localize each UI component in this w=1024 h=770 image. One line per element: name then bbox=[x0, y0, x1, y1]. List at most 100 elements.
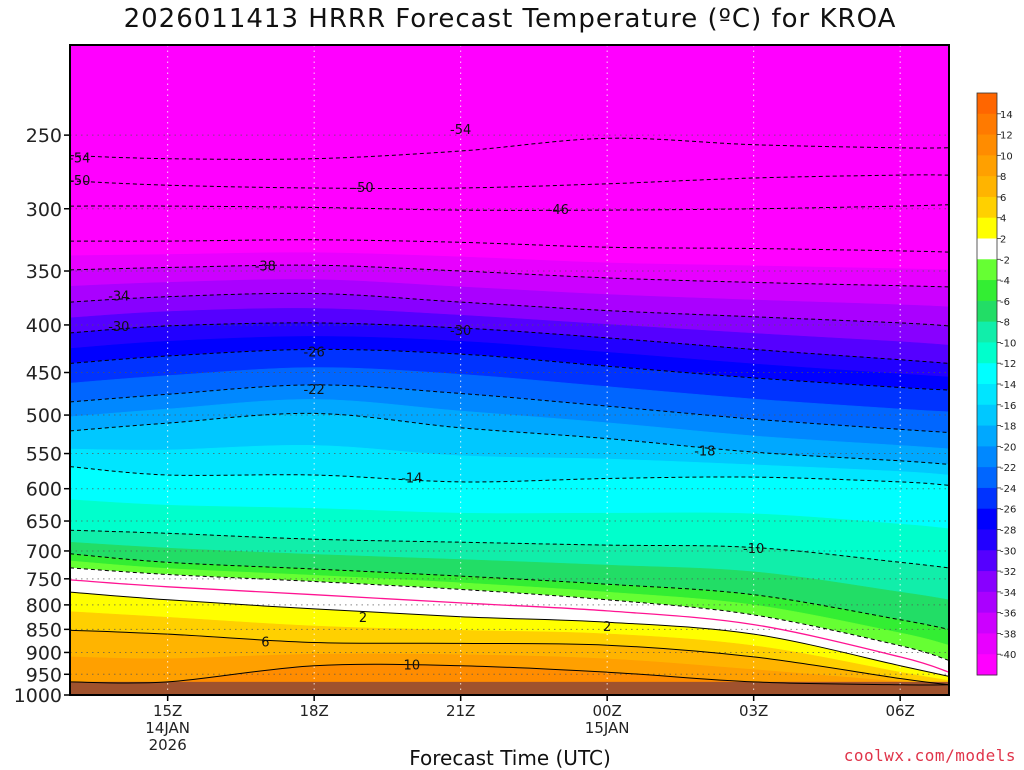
colorbar-swatch bbox=[977, 384, 997, 406]
ground-fill bbox=[70, 681, 949, 695]
y-tick-label: 250 bbox=[26, 125, 62, 147]
colorbar-swatch bbox=[977, 321, 997, 343]
colorbar-label: 2 bbox=[1000, 235, 1006, 246]
colorbar-label: -8 bbox=[1000, 318, 1010, 329]
x-tick-label: 15Z bbox=[153, 702, 182, 720]
contour-label: -50 bbox=[352, 181, 373, 196]
contour-label: 2 bbox=[603, 620, 611, 635]
contour-label: -14 bbox=[401, 471, 422, 486]
colorbar-swatch bbox=[977, 363, 997, 385]
colorbar-swatch bbox=[977, 196, 997, 219]
colorbar-label: -32 bbox=[1000, 567, 1016, 578]
colorbar-label: -12 bbox=[1000, 359, 1016, 370]
colorbar-label: -4 bbox=[1000, 276, 1010, 287]
isotherm-6 bbox=[70, 629, 949, 686]
contour-label: 10 bbox=[404, 659, 421, 674]
isotherm--50 bbox=[70, 174, 949, 189]
colorbar-swatch bbox=[977, 113, 997, 136]
colorbar-label: -22 bbox=[1000, 463, 1016, 474]
colorbar-swatch bbox=[977, 487, 997, 510]
y-tick-label: 850 bbox=[26, 619, 62, 641]
contour-label: -10 bbox=[743, 542, 764, 557]
colorbar-swatch bbox=[977, 508, 997, 530]
colorbar-swatch bbox=[977, 93, 997, 115]
isotherm-0 bbox=[70, 579, 949, 673]
colorbar-swatch bbox=[977, 300, 997, 323]
contour-label: -54 bbox=[450, 123, 471, 138]
colorbar-swatch bbox=[977, 591, 997, 614]
y-tick-label: 800 bbox=[26, 595, 62, 617]
contour-label: -46 bbox=[548, 203, 569, 218]
colorbar-label: 14 bbox=[1000, 110, 1013, 121]
contour-label: -22 bbox=[304, 383, 325, 398]
colorbar-label: 10 bbox=[1000, 151, 1013, 162]
grid-lines bbox=[70, 45, 949, 695]
colorbar-swatch bbox=[977, 633, 997, 655]
temperature-bands bbox=[70, 45, 949, 695]
colorbar-label: -34 bbox=[1000, 588, 1016, 599]
isotherm--10 bbox=[70, 529, 949, 569]
y-tick-label: 900 bbox=[26, 642, 62, 664]
y-tick-label: 300 bbox=[26, 199, 62, 221]
y-tick-label: 750 bbox=[26, 569, 62, 591]
colorbar-label: -28 bbox=[1000, 526, 1016, 537]
colorbar-swatch bbox=[977, 612, 997, 634]
x-tick-label: 14JAN bbox=[145, 719, 190, 737]
contour-label: 2 bbox=[359, 611, 367, 626]
contour-label: -38 bbox=[255, 259, 276, 274]
colorbar-swatch bbox=[977, 654, 997, 676]
x-tick-label: 06Z bbox=[885, 702, 914, 720]
colorbar-swatch bbox=[977, 176, 997, 198]
source-credit: coolwx.com/models bbox=[843, 746, 1016, 765]
y-tick-label: 400 bbox=[26, 315, 62, 337]
colorbar-label: -18 bbox=[1000, 422, 1016, 433]
contour-label: -30 bbox=[450, 324, 471, 339]
y-tick-label: 650 bbox=[26, 511, 62, 533]
isotherm-lines bbox=[70, 137, 949, 686]
isotherm-2 bbox=[70, 591, 949, 677]
colorbar-swatch bbox=[977, 425, 997, 447]
x-tick-label: 03Z bbox=[739, 702, 768, 720]
y-tick-label: 950 bbox=[26, 664, 62, 686]
colorbar-label: -10 bbox=[1000, 338, 1016, 349]
plot-frame bbox=[69, 44, 950, 696]
contour-label: -54 bbox=[69, 152, 90, 167]
colorbar-label: -2 bbox=[1000, 255, 1010, 266]
colorbar-swatch bbox=[977, 446, 997, 468]
freezing-line bbox=[70, 579, 949, 673]
y-tick-label: 700 bbox=[26, 541, 62, 563]
y-tick-label: 450 bbox=[26, 363, 62, 385]
y-tick-label: 1000 bbox=[14, 685, 62, 707]
colorbar-label: 8 bbox=[1000, 172, 1006, 183]
contour-label: 6 bbox=[261, 635, 269, 650]
isotherm--46 bbox=[70, 204, 949, 211]
isotherm--42 bbox=[70, 239, 949, 253]
isotherm--54 bbox=[70, 137, 949, 160]
x-tick-label: 2026 bbox=[149, 736, 187, 754]
x-tick-label: 15JAN bbox=[585, 719, 630, 737]
colorbar-swatch bbox=[977, 342, 997, 364]
colorbar-swatch bbox=[977, 467, 997, 489]
colorbar-swatch bbox=[977, 529, 997, 551]
colorbar-label: -30 bbox=[1000, 546, 1016, 557]
colorbar-label: 12 bbox=[1000, 131, 1013, 142]
colorbar: 14 12 10 8 6 4 2 -2 -4 -6 -8 -10 -12 -14 -16 -18 -20 -22 -… bbox=[976, 92, 1016, 676]
contour-label: -30 bbox=[108, 320, 129, 335]
colorbar-label: -14 bbox=[1000, 380, 1016, 391]
ground-rect bbox=[70, 681, 949, 695]
plot-area: -54 -54 -50 -50 -46 -38 -34 -30 -30 -26 -22 -18 -14 -… bbox=[69, 45, 949, 695]
isotherm--30 bbox=[70, 322, 949, 364]
contour-label: -18 bbox=[694, 444, 715, 459]
colorbar-label: -16 bbox=[1000, 401, 1016, 412]
colorbar-label: 4 bbox=[1000, 214, 1006, 225]
colorbar-label: -40 bbox=[1000, 650, 1016, 661]
y-tick-label: 350 bbox=[26, 261, 62, 283]
colorbar-label: -36 bbox=[1000, 609, 1016, 620]
colorbar-swatch bbox=[977, 550, 997, 572]
isotherm--34 bbox=[70, 292, 949, 327]
isotherm-10 bbox=[70, 663, 949, 686]
x-axis-label: Forecast Time (UTC) bbox=[409, 746, 611, 770]
contour-label: -50 bbox=[69, 174, 90, 189]
contour-label: -26 bbox=[304, 345, 325, 360]
